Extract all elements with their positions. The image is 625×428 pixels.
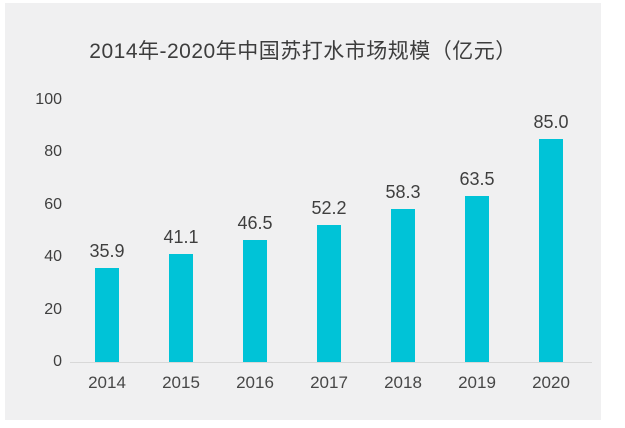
y-axis-tick-label: 100 xyxy=(35,91,62,108)
plot-area: 35.9 41.1 46.5 52.2 58.3 63.5 85.0 xyxy=(70,100,588,362)
y-axis-tick-label: 0 xyxy=(53,353,62,370)
x-axis: 2014 2015 2016 2017 2018 2019 2020 xyxy=(70,373,588,393)
x-axis-tick-label: 2017 xyxy=(310,373,348,392)
bar-value-label: 58.3 xyxy=(385,182,421,202)
x-axis-line xyxy=(70,362,592,363)
bar-value-label: 85.0 xyxy=(533,112,569,132)
bar-2014 xyxy=(95,268,119,362)
bar-value-label: 41.1 xyxy=(163,227,199,247)
x-axis-tick-label: 2015 xyxy=(162,373,200,392)
bar-2018 xyxy=(391,209,415,362)
y-axis-tick-label: 80 xyxy=(44,143,62,161)
bar-value-label: 35.9 xyxy=(89,241,125,261)
bar-2016 xyxy=(243,240,267,362)
y-axis-tick-label: 20 xyxy=(44,300,62,318)
y-axis: 0 20 40 60 80 100 xyxy=(17,91,62,370)
bar-value-label: 63.5 xyxy=(459,169,495,189)
bar-value-label: 46.5 xyxy=(237,213,273,233)
x-axis-tick-label: 2014 xyxy=(88,373,126,392)
bar-2020 xyxy=(539,139,563,362)
bar-value-label: 52.2 xyxy=(311,198,347,218)
y-axis-tick-label: 40 xyxy=(44,248,62,266)
chart-panel: 2014年-2020年中国苏打水市场规模（亿元） 0 20 40 60 80 100 35… xyxy=(5,3,601,420)
x-axis-tick-label: 2020 xyxy=(532,373,570,392)
y-axis-tick-label: 60 xyxy=(44,195,62,213)
chart-title: 2014年-2020年中国苏打水市场规模（亿元） xyxy=(89,40,517,63)
bar-2019 xyxy=(465,196,489,362)
x-axis-tick-label: 2016 xyxy=(236,373,274,392)
x-axis-tick-label: 2019 xyxy=(458,373,496,392)
x-axis-tick-label: 2018 xyxy=(384,373,422,392)
bar-2015 xyxy=(169,254,193,362)
bar-2017 xyxy=(317,225,341,362)
